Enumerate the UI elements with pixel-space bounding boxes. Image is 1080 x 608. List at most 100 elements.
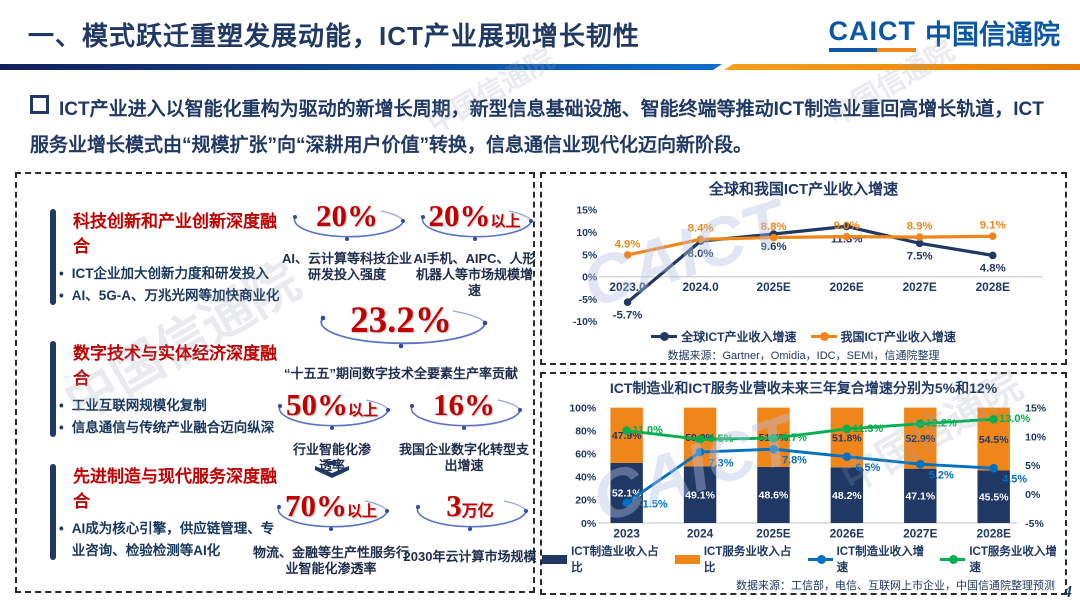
combo-chart: 100% 80% 60% 40% 20% 0% 15% 10% 5% 0% -5% 2023 2024 2… <box>569 403 1047 540</box>
svg-text:6.5%: 6.5% <box>855 462 880 474</box>
legend-item: 全球ICT产业收入增速 <box>651 328 797 345</box>
svg-text:7.5%: 7.5% <box>907 250 933 262</box>
section-accent-bar <box>50 464 56 560</box>
legend-item: ICT制造业收入增速 <box>807 543 933 575</box>
intro-text: ICT产业进入以智能化重构为驱动的新增长周期，新型信息基础设施、智能终端等推动I… <box>30 99 1044 156</box>
svg-text:2027E: 2027E <box>903 526 937 540</box>
stat-caption: AI、云计算等科技企业研发投入强度 <box>281 251 412 282</box>
svg-text:60%: 60% <box>575 450 597 461</box>
svg-text:9.5%: 9.5% <box>709 433 734 445</box>
section-accent-bar <box>50 209 56 305</box>
svg-text:9.0%: 9.0% <box>834 220 860 232</box>
chart-legend: ICT制造业收入占比 ICT服务业收入占比 ICT制造业收入增速 ICT服务业收… <box>542 543 1065 575</box>
svg-text:0%: 0% <box>581 519 597 530</box>
svg-text:0%: 0% <box>582 273 597 284</box>
line-chart: 15% 10% 5% 0% -5% -10% 2023.0 2024.0 2025E 2026E 2… <box>573 206 1044 328</box>
svg-text:49.1%: 49.1% <box>685 490 715 501</box>
svg-text:-10%: -10% <box>573 317 597 328</box>
list-item: • AI成为核心引擎，供应链管理、专业咨询、检验检测等AI化 <box>59 518 285 562</box>
square-bullet-icon <box>30 95 49 114</box>
svg-text:5%: 5% <box>582 250 597 261</box>
legend-bar-icon <box>542 554 568 564</box>
divider-orange <box>724 64 1080 70</box>
caict-logo-en: CAICT <box>828 18 916 52</box>
section-digital-economy: 数字技术与实体经济深度融合 • 工业互联网规模化复制 • 信息通信与传统产业融合迈向… <box>35 339 285 439</box>
svg-text:9.6%: 9.6% <box>761 241 787 253</box>
svg-text:-5%: -5% <box>1025 519 1044 530</box>
svg-text:9.1%: 9.1% <box>980 220 1006 232</box>
svg-text:2025E: 2025E <box>756 280 790 294</box>
section-advanced-manufacturing: 先进制造与现代服务深度融合 • AI成为核心引擎，供应链管理、专业咨询、检验检测等… <box>35 462 285 562</box>
oval-sketch-icon <box>420 210 533 241</box>
svg-text:2026E: 2026E <box>830 280 864 294</box>
chart-title: ICT制造业和ICT服务业营收未来三年复合增速分别为5%和12% <box>609 380 998 396</box>
bullet-dot-icon: • <box>59 420 64 435</box>
svg-text:54.5%: 54.5% <box>979 435 1009 446</box>
svg-text:2027E: 2027E <box>903 280 937 294</box>
legend-item: ICT服务业收入占比 <box>674 543 800 575</box>
legend-bar-icon <box>674 554 700 564</box>
stat-caption: 我国企业数字化转型支出增速 <box>399 442 530 473</box>
svg-text:2023: 2023 <box>613 526 640 540</box>
svg-text:47.9%: 47.9% <box>612 431 642 442</box>
bullet-dot-icon: • <box>59 288 64 303</box>
svg-text:15%: 15% <box>576 206 597 217</box>
stat-value: 50% <box>285 387 348 422</box>
stat-caption: 物流、金融等生产性服务行业智能化渗透率 <box>252 545 409 576</box>
legend-line-icon <box>651 332 678 341</box>
list-item: • ICT企业加大创新力度和研发投入 <box>59 263 285 285</box>
bullet-dot-icon: • <box>59 521 64 536</box>
stat-caption: “十五五”期间数字技术全要素生产率贡献 <box>283 366 518 381</box>
chart-legend: 全球ICT产业收入增速 我国ICT产业收入增速 <box>542 328 1065 345</box>
page-title: 一、模式跃迁重塑发展动能，ICT产业展现增长韧性 <box>28 21 640 51</box>
svg-text:45.5%: 45.5% <box>979 493 1009 504</box>
svg-text:-1.5%: -1.5% <box>639 499 668 511</box>
svg-text:2023.0: 2023.0 <box>609 280 646 294</box>
bullet-dot-icon: • <box>59 266 64 281</box>
section-title: 科技创新和产业创新深度融合 <box>73 212 277 256</box>
svg-text:7.8%: 7.8% <box>782 454 807 466</box>
svg-text:2025E: 2025E <box>756 526 790 540</box>
svg-text:7.3%: 7.3% <box>709 457 734 469</box>
svg-text:100%: 100% <box>569 403 596 414</box>
svg-text:2024.0: 2024.0 <box>682 280 719 294</box>
chart-title: 全球和我国ICT产业收入增速 <box>708 181 899 198</box>
stat-digital-transformation-spend: 16% 我国企业数字化转型支出增速 <box>394 387 534 474</box>
svg-text:2028E: 2028E <box>976 280 1010 294</box>
svg-text:13.0%: 13.0% <box>999 413 1030 425</box>
svg-text:-5.7%: -5.7% <box>613 309 643 321</box>
legend-item: 我国ICT产业收入增速 <box>810 328 956 345</box>
svg-text:4.9%: 4.9% <box>615 238 641 250</box>
svg-text:40%: 40% <box>575 473 597 484</box>
svg-text:51.8%: 51.8% <box>832 433 862 444</box>
ict-manufacturing-services-chart-panel: ICT制造业和ICT服务业营收未来三年复合增速分别为5%和12% 100% 80%… <box>540 372 1067 595</box>
stat-service-ai-penetration: 70%以上 物流、金融等生产性服务行业智能化渗透率 <box>252 488 409 576</box>
logo-underline <box>828 48 916 52</box>
stat-industry-ai-penetration: 50%以上 行业智能化渗透率 <box>262 387 402 474</box>
svg-text:-5%: -5% <box>579 295 598 306</box>
svg-text:0%: 0% <box>1025 490 1041 501</box>
intro-paragraph: ICT产业进入以智能化重构为驱动的新增长周期，新型信息基础设施、智能终端等推动I… <box>30 92 1052 164</box>
section-title: 先进制造与现代服务深度融合 <box>73 467 277 511</box>
svg-text:52.1%: 52.1% <box>612 489 642 500</box>
stat-value: 70% <box>284 488 347 523</box>
svg-text:9.7%: 9.7% <box>782 432 807 444</box>
page-number: 4 <box>1063 582 1073 601</box>
oval-sketch-icon <box>293 210 405 241</box>
stat-caption: AI手机、AIPC、人形机器人等市场规模增速 <box>413 251 536 298</box>
stat-caption: 2030年云计算市场规模 <box>403 549 537 564</box>
stat-value: 3 <box>446 488 462 523</box>
stat-value: 20% <box>428 198 491 233</box>
list-item: • AI、5G-A、万兆光网等加快商业化 <box>59 285 285 307</box>
oval-sketch-icon <box>278 399 390 430</box>
data-source: 数据来源：Gartner，Omidia，IDC，SEMI，信通院整理 <box>667 350 940 362</box>
oval-sketch-icon <box>320 310 488 349</box>
svg-text:48.6%: 48.6% <box>759 491 789 502</box>
legend-line-icon <box>940 554 966 564</box>
stat-caption: 行业智能化渗透率 <box>292 442 371 473</box>
svg-text:5%: 5% <box>1025 461 1041 472</box>
svg-text:10%: 10% <box>1025 432 1047 443</box>
arrow-down-icon <box>315 461 349 478</box>
stat-cloud-market-size: 3万亿 2030年云计算市场规模 <box>389 488 551 565</box>
